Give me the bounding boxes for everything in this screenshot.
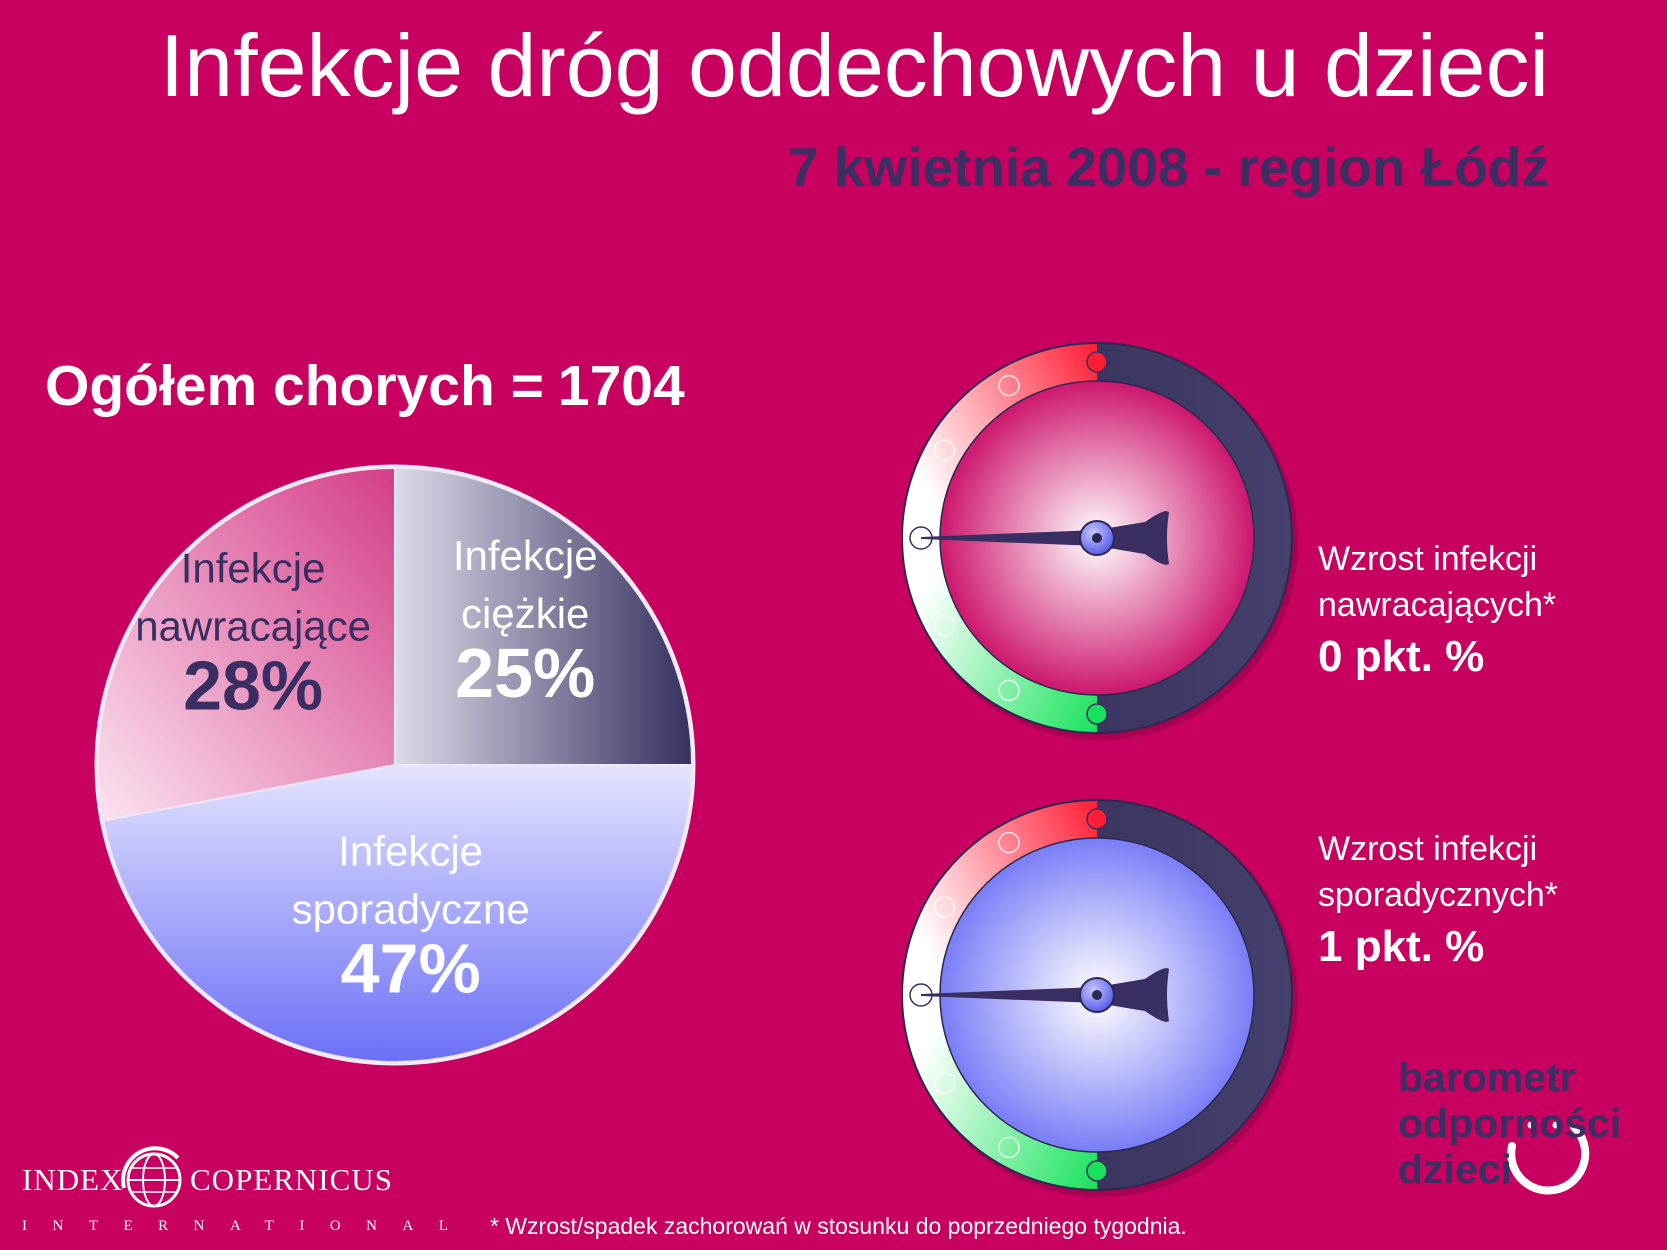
gauge-1-value: 0 pkt. % <box>1318 632 1485 681</box>
gauge-tick <box>1086 351 1108 373</box>
pie-slice <box>102 764 694 1063</box>
logo-text-index: INDEX <box>22 1162 124 1197</box>
gauge-rim <box>901 342 1293 734</box>
gauge-tick <box>998 1136 1020 1159</box>
brand-line1: barometr <box>1398 1054 1576 1100</box>
gauge-hub-center <box>1092 990 1102 1000</box>
gauge-tick <box>933 896 956 918</box>
logo-text-copernicus: COPERNICUS <box>190 1162 393 1197</box>
pie-value-label: 25% <box>455 634 595 712</box>
gauge-2-label-line2: sporadycznych* <box>1318 876 1559 914</box>
total-label: Ogółem chorych = <box>45 354 544 418</box>
brand-logo-text: barometr odporności dzieci <box>1398 1054 1621 1192</box>
gauge-rim <box>901 799 1293 1191</box>
gauge-navy-arc <box>1097 343 1292 733</box>
gauge-tick <box>998 374 1020 397</box>
gauge-1-label: Wzrost infekcji nawracających* 0 pkt. % <box>1318 536 1556 686</box>
pie-slice-label: Infekcje <box>181 545 326 592</box>
gauge-navy-arc <box>1097 800 1292 1190</box>
gauge-tick <box>998 679 1020 702</box>
pie-value-label: 28% <box>183 647 323 725</box>
pie-slice-label: Infekcje <box>338 828 483 875</box>
gauge-2-label-line1: Wzrost infekcji <box>1318 830 1538 868</box>
pie-slice <box>97 466 396 822</box>
pie-slice <box>394 466 694 766</box>
pie-slice-label: ciężkie <box>461 590 589 637</box>
gauge-tick <box>1086 703 1108 725</box>
gauge-tick <box>933 615 956 637</box>
gauge <box>901 799 1298 1197</box>
brand-line2: odporności <box>1398 1100 1622 1146</box>
total-patients: Ogółem chorych = 1704 <box>45 358 685 415</box>
globe-logo-icon <box>121 1146 182 1208</box>
gauge <box>901 342 1298 740</box>
smiley-icon <box>1507 1121 1590 1195</box>
gauge-tick <box>933 1072 956 1094</box>
footnote: * Wzrost/spadek zachorowań w stosunku do… <box>490 1213 1187 1239</box>
gauge-1-label-line1: Wzrost infekcji <box>1318 540 1538 578</box>
gauge-hub-center <box>1092 533 1102 543</box>
gauges <box>901 342 1298 1197</box>
page-title: Infekcje dróg oddechowych u dzieci <box>159 16 1549 115</box>
page-subtitle: 7 kwietnia 2008 - region Łódź <box>787 136 1549 198</box>
brand-line3: dzieci <box>1398 1146 1512 1192</box>
gauge-needle <box>921 511 1169 565</box>
total-value: 1704 <box>557 354 685 418</box>
pie-value-label: 47% <box>341 930 481 1008</box>
pie-slice-label: nawracające <box>135 603 371 650</box>
gauge-1-label-line2: nawracających* <box>1318 586 1557 624</box>
gauge-2-label: Wzrost infekcji sporadycznych* 1 pkt. % <box>1318 826 1558 976</box>
pie-slice-label: sporadyczne <box>292 886 530 933</box>
gauge-tick <box>933 439 956 461</box>
pie-slice-label: Infekcje <box>453 532 598 579</box>
logo-text-international: INTERNATIONAL <box>22 1218 474 1234</box>
gauge-tick <box>1086 1160 1108 1182</box>
gauge-2-value: 1 pkt. % <box>1318 922 1485 971</box>
pie-outline <box>94 464 696 1066</box>
gauge-needle <box>921 968 1169 1022</box>
gauge-tick <box>1086 808 1108 830</box>
gauge-tick <box>998 831 1020 854</box>
